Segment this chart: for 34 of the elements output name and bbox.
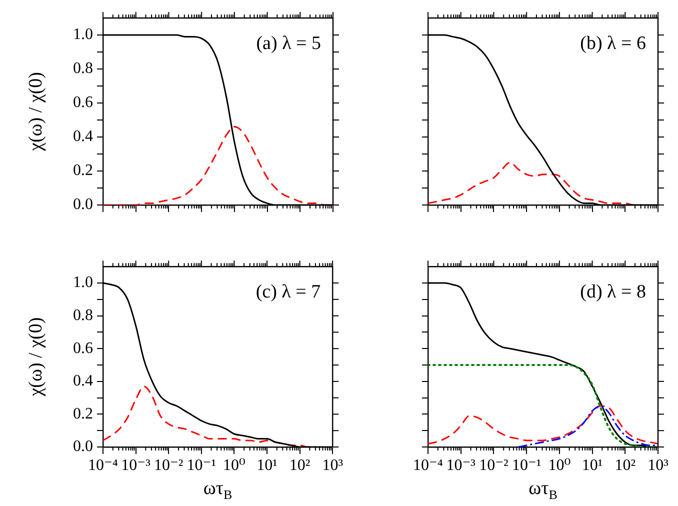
x-tick-label: 10⁻¹ <box>186 456 216 474</box>
y-axis-title: χ(ω) / χ(0) <box>25 317 46 398</box>
y-tick-label: 0.4 <box>73 128 93 146</box>
y-tick-label: 1.0 <box>73 26 93 44</box>
x-tick-label: 10⁻¹ <box>512 456 542 474</box>
x-tick-label: 10⁰ <box>548 456 571 474</box>
x-tick-label: 10² <box>289 456 310 474</box>
x-tick-label: 10² <box>614 456 636 474</box>
x-tick-label: 10³ <box>648 456 669 474</box>
y-tick-label: 0.0 <box>73 438 93 456</box>
x-tick-label: 10³ <box>322 456 344 474</box>
y-tick-label: 0.6 <box>73 94 93 112</box>
y-tick-label: 0.8 <box>73 307 93 324</box>
x-tick-label: 10⁻² <box>154 456 184 474</box>
x-tick-label: 10⁰ <box>222 456 246 474</box>
x-tick-label: 10⁻⁴ <box>88 456 118 474</box>
y-tick-label: 0.4 <box>73 372 93 390</box>
annotation: (d) λ = 8 <box>580 282 646 303</box>
y-tick-label: 0.6 <box>73 340 93 357</box>
y-tick-label: 0.2 <box>73 405 93 422</box>
x-tick-label: 10⁻³ <box>446 456 476 474</box>
annotation: (b) λ = 6 <box>580 33 646 54</box>
x-tick-label: 10¹ <box>256 456 278 474</box>
y-tick-label: 0.0 <box>73 196 93 214</box>
y-tick-label: 1.0 <box>73 274 93 292</box>
x-tick-label: 10⁻³ <box>121 456 151 474</box>
x-tick-label: 10⁻⁴ <box>412 456 444 474</box>
y-axis-title: χ(ω) / χ(0) <box>25 72 46 152</box>
y-tick-label: 0.8 <box>73 60 93 78</box>
annotation: (a) λ = 5 <box>256 33 321 54</box>
annotation: (c) λ = 7 <box>256 282 321 303</box>
x-tick-label: 10¹ <box>582 456 603 474</box>
x-tick-label: 10⁻² <box>479 456 509 474</box>
y-tick-label: 0.2 <box>73 162 93 180</box>
